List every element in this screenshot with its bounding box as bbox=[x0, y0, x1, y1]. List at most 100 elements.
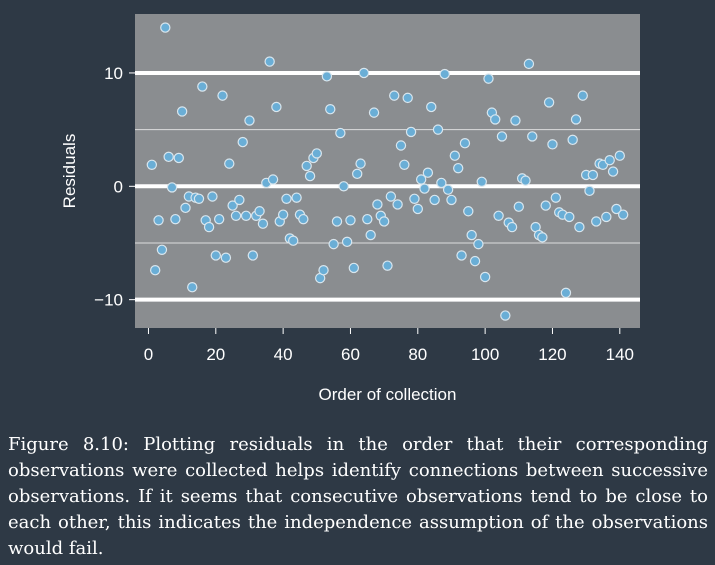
data-point bbox=[392, 199, 403, 210]
y-axis-ticks: −10 0 10 bbox=[94, 64, 135, 310]
data-point bbox=[220, 252, 232, 263]
data-point bbox=[153, 215, 164, 226]
data-point bbox=[264, 56, 275, 67]
data-point bbox=[550, 192, 562, 203]
data-point bbox=[543, 97, 555, 108]
data-point bbox=[405, 126, 417, 138]
x-tick-label: 40 bbox=[274, 345, 293, 364]
data-point bbox=[587, 169, 599, 181]
data-point bbox=[193, 193, 205, 204]
data-point bbox=[402, 92, 413, 104]
data-point bbox=[362, 213, 373, 225]
data-point bbox=[271, 101, 282, 113]
data-point bbox=[244, 115, 255, 126]
data-point bbox=[537, 232, 548, 243]
data-point bbox=[453, 162, 464, 174]
x-tick-label: 60 bbox=[341, 345, 360, 364]
data-point bbox=[479, 271, 491, 283]
data-point bbox=[227, 200, 238, 211]
data-point bbox=[459, 138, 471, 149]
data-point bbox=[540, 200, 551, 211]
data-point bbox=[237, 136, 248, 148]
data-point bbox=[614, 150, 626, 161]
data-point bbox=[311, 148, 322, 159]
x-tick-label: 0 bbox=[144, 345, 153, 364]
data-point bbox=[197, 81, 208, 92]
data-point bbox=[288, 235, 299, 246]
data-point bbox=[328, 238, 339, 250]
data-point bbox=[523, 58, 535, 70]
x-tick-label: 100 bbox=[471, 345, 499, 364]
data-point bbox=[180, 202, 191, 214]
data-point bbox=[415, 174, 427, 185]
data-point bbox=[301, 160, 312, 172]
data-point bbox=[281, 193, 292, 204]
data-point bbox=[560, 287, 572, 299]
data-point bbox=[601, 211, 612, 223]
data-point bbox=[419, 183, 430, 194]
data-point bbox=[442, 184, 454, 195]
data-point bbox=[436, 177, 447, 189]
data-point bbox=[510, 115, 521, 126]
data-point bbox=[547, 139, 558, 150]
residuals-scatter-chart: 0 20 40 60 80 100 120 140 −10 0 10 Order of colle… bbox=[60, 14, 640, 404]
data-point bbox=[156, 244, 168, 255]
data-point bbox=[163, 151, 174, 163]
data-point bbox=[352, 168, 363, 180]
data-point bbox=[176, 106, 188, 117]
data-point bbox=[348, 262, 360, 274]
data-point bbox=[409, 193, 420, 204]
data-point bbox=[291, 192, 302, 203]
data-point bbox=[358, 67, 370, 79]
data-point bbox=[496, 131, 508, 142]
data-point bbox=[466, 229, 477, 241]
y-axis-label: Residuals bbox=[60, 134, 79, 209]
data-point bbox=[318, 264, 329, 276]
data-point bbox=[230, 210, 242, 221]
data-point bbox=[335, 127, 346, 139]
data-point bbox=[490, 114, 501, 125]
data-point bbox=[429, 194, 440, 206]
data-point bbox=[564, 211, 575, 223]
data-point bbox=[463, 206, 474, 217]
x-axis-ticks: 0 20 40 60 80 100 120 140 bbox=[144, 328, 634, 364]
data-point bbox=[382, 260, 393, 271]
data-point bbox=[304, 170, 316, 182]
data-point bbox=[617, 209, 629, 220]
data-point bbox=[385, 191, 397, 202]
plot-area bbox=[135, 14, 640, 328]
y-tick-label: −10 bbox=[94, 291, 123, 310]
data-point bbox=[345, 215, 356, 226]
data-point bbox=[426, 101, 437, 113]
data-point bbox=[520, 175, 531, 186]
data-point bbox=[210, 250, 221, 261]
data-point bbox=[247, 250, 259, 261]
data-point bbox=[449, 150, 461, 161]
data-point bbox=[500, 310, 511, 321]
data-point bbox=[365, 229, 376, 241]
data-point bbox=[173, 152, 184, 164]
x-axis-label: Order of collection bbox=[319, 385, 457, 404]
data-point bbox=[567, 134, 578, 146]
data-point bbox=[570, 114, 582, 125]
data-point bbox=[446, 194, 457, 206]
data-point bbox=[372, 199, 383, 210]
data-point bbox=[476, 176, 487, 187]
data-point bbox=[267, 174, 279, 185]
data-point bbox=[170, 213, 181, 225]
data-point bbox=[325, 104, 336, 115]
data-points bbox=[146, 22, 629, 321]
data-point bbox=[412, 203, 423, 215]
data-point bbox=[527, 131, 538, 142]
data-point bbox=[254, 206, 265, 217]
data-point bbox=[217, 90, 228, 101]
x-tick-label: 140 bbox=[606, 345, 634, 364]
data-point bbox=[591, 216, 602, 227]
data-point bbox=[577, 90, 588, 101]
data-point bbox=[203, 221, 215, 233]
data-point bbox=[213, 213, 225, 225]
data-point bbox=[207, 191, 218, 202]
data-point bbox=[331, 216, 343, 227]
y-tick-label: 10 bbox=[104, 64, 123, 83]
data-point bbox=[146, 159, 158, 170]
